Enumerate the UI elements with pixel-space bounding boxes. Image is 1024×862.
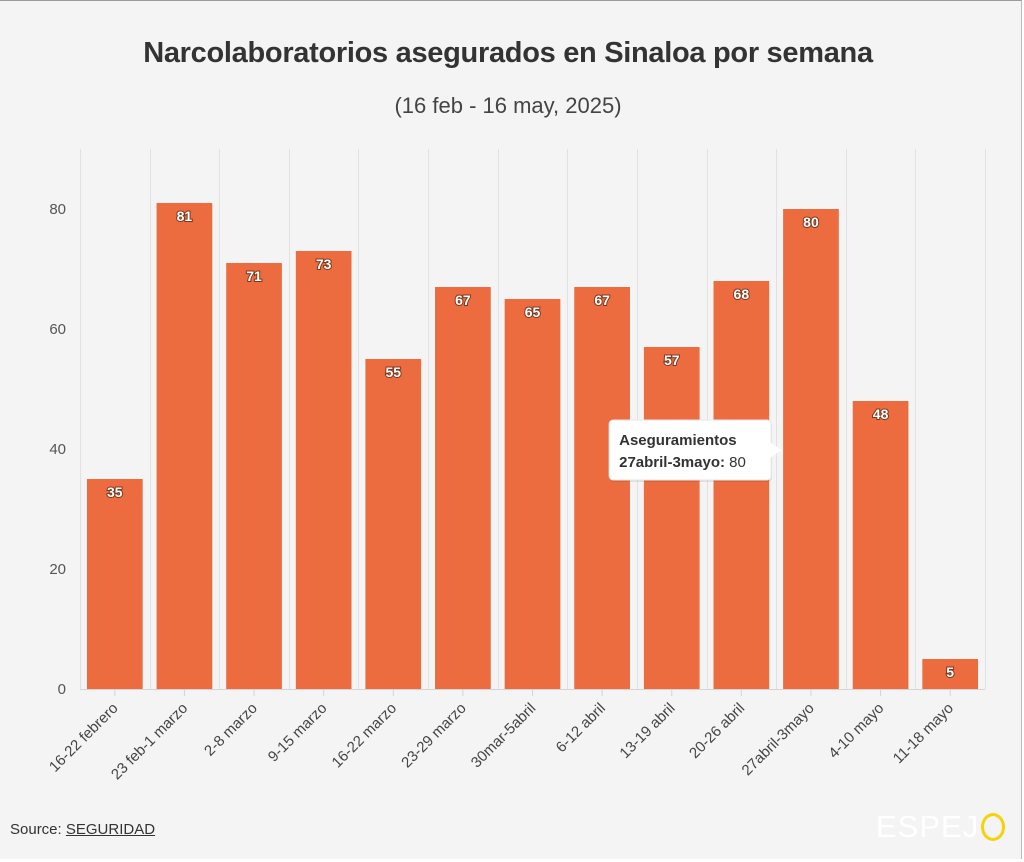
bar[interactable] [295,251,352,689]
tooltip-box [608,419,772,481]
x-tick-label: 4-10 mayo [825,700,887,762]
data-label: 5 [946,664,954,680]
y-tick-label: 60 [49,321,66,338]
brand-logo-ring-icon: O [981,813,1006,841]
tooltip-line: 27abril-3mayo: 80 [619,454,746,471]
y-tick-label: 0 [58,681,66,698]
bar[interactable] [86,479,143,689]
data-label: 55 [385,364,401,380]
brand-logo-text: ESPEJ [876,809,980,844]
data-label: 80 [803,214,819,230]
data-label: 67 [455,292,471,308]
tooltip-pointer [770,442,782,458]
bar[interactable] [574,287,630,689]
brand-logo: ESPEJO [876,809,1006,845]
x-tick-label: 13-19 abril [616,700,678,762]
data-label: 67 [594,292,610,308]
bar[interactable] [713,281,770,689]
x-tick-label: 30mar-5abril [468,700,540,772]
chart-subtitle: (16 feb - 16 may, 2025) [394,93,622,118]
x-tick-label: 23-29 marzo [398,700,470,772]
data-label: 57 [664,352,680,368]
data-label: 71 [246,268,262,284]
x-tick-label: 9-15 marzo [265,700,331,766]
source-note: Source: SEGURIDAD [10,821,155,838]
bar[interactable] [504,299,561,689]
bar[interactable] [852,401,909,689]
data-label: 68 [734,286,750,302]
data-label: 48 [873,406,889,422]
data-label: 65 [525,304,541,320]
data-label: 81 [177,208,193,224]
y-tick-label: 80 [49,201,66,218]
bar[interactable] [365,359,422,689]
x-tick-label: 2-8 marzo [201,700,261,760]
y-tick-label: 20 [49,561,66,578]
bar[interactable] [922,659,979,689]
y-tick-label: 40 [49,441,66,458]
x-tick-label: 20-26 abril [686,700,748,762]
bar[interactable] [226,263,282,689]
source-prefix: Source: [10,821,66,838]
x-tick-label: 16-22 marzo [329,700,401,772]
x-tick-label: 11-18 mayo [890,700,957,767]
bar[interactable] [783,209,839,689]
source-link[interactable]: SEGURIDAD [65,821,156,838]
tooltip: Aseguramientos 27abril-3mayo: 80 [608,419,782,482]
data-label: 35 [107,484,123,500]
x-tick-label: 16-22 febrero [46,700,122,776]
bar[interactable] [435,287,491,689]
chart-title: Narcolaboratorios asegurados en Sinaloa … [143,37,873,69]
bar[interactable] [643,347,700,689]
data-label: 73 [316,256,332,272]
bar[interactable] [156,203,213,689]
x-tick-label: 27abril-3mayo [739,700,818,779]
tooltip-series-name: Aseguramientos [619,432,737,449]
x-tick-label: 6-12 abril [553,700,609,756]
